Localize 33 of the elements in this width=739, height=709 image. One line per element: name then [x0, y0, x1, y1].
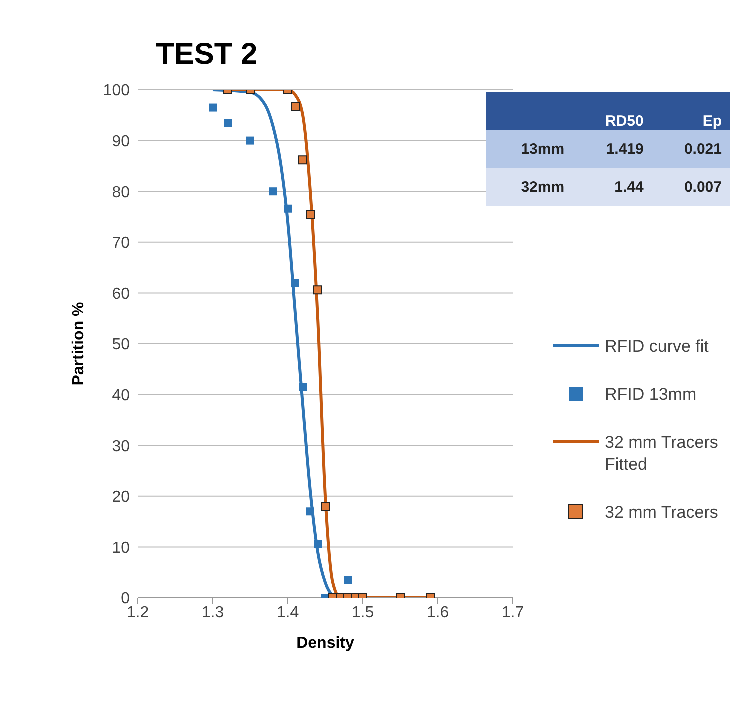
point: [298, 156, 308, 165]
point: [224, 119, 232, 128]
legend-label: RFID 13mm: [605, 384, 697, 406]
point: [291, 102, 300, 112]
y-axis-title: Partition %: [70, 302, 88, 386]
y-tick-label: 90: [112, 133, 130, 150]
point: [292, 279, 300, 288]
point: [284, 204, 292, 213]
y-tick-label: 50: [112, 336, 130, 354]
y-tick-label: 100: [103, 82, 130, 100]
point: [246, 136, 254, 145]
point: [299, 383, 307, 392]
y-tick-label: 10: [112, 540, 130, 557]
point: [209, 104, 217, 112]
x-tick-label: 1.7: [502, 604, 524, 622]
point: [306, 210, 315, 220]
x-tick-label: 1.6: [426, 604, 450, 622]
y-tick-label: 40: [112, 387, 130, 404]
x-tick-label: 1.4: [276, 604, 300, 622]
y-tick-label: 60: [112, 286, 130, 303]
x-tick-label: 1.3: [202, 604, 224, 622]
y-tick-label: 80: [112, 184, 130, 202]
legend-label: 32 mm Tracers: [605, 502, 718, 524]
chart-title: TEST 2: [156, 38, 258, 72]
y-tick-label: 70: [112, 235, 130, 252]
point: [269, 188, 277, 196]
x-axis-title: Density: [296, 635, 354, 652]
x-tick-label: 1.5: [352, 604, 374, 622]
y-tick-label: 20: [112, 489, 130, 506]
legend-label: RFID curve fit: [605, 336, 709, 358]
point: [314, 286, 322, 295]
y-tick-label: 30: [112, 438, 130, 456]
legend-label: 32 mm Tracers Fitted: [605, 432, 720, 476]
